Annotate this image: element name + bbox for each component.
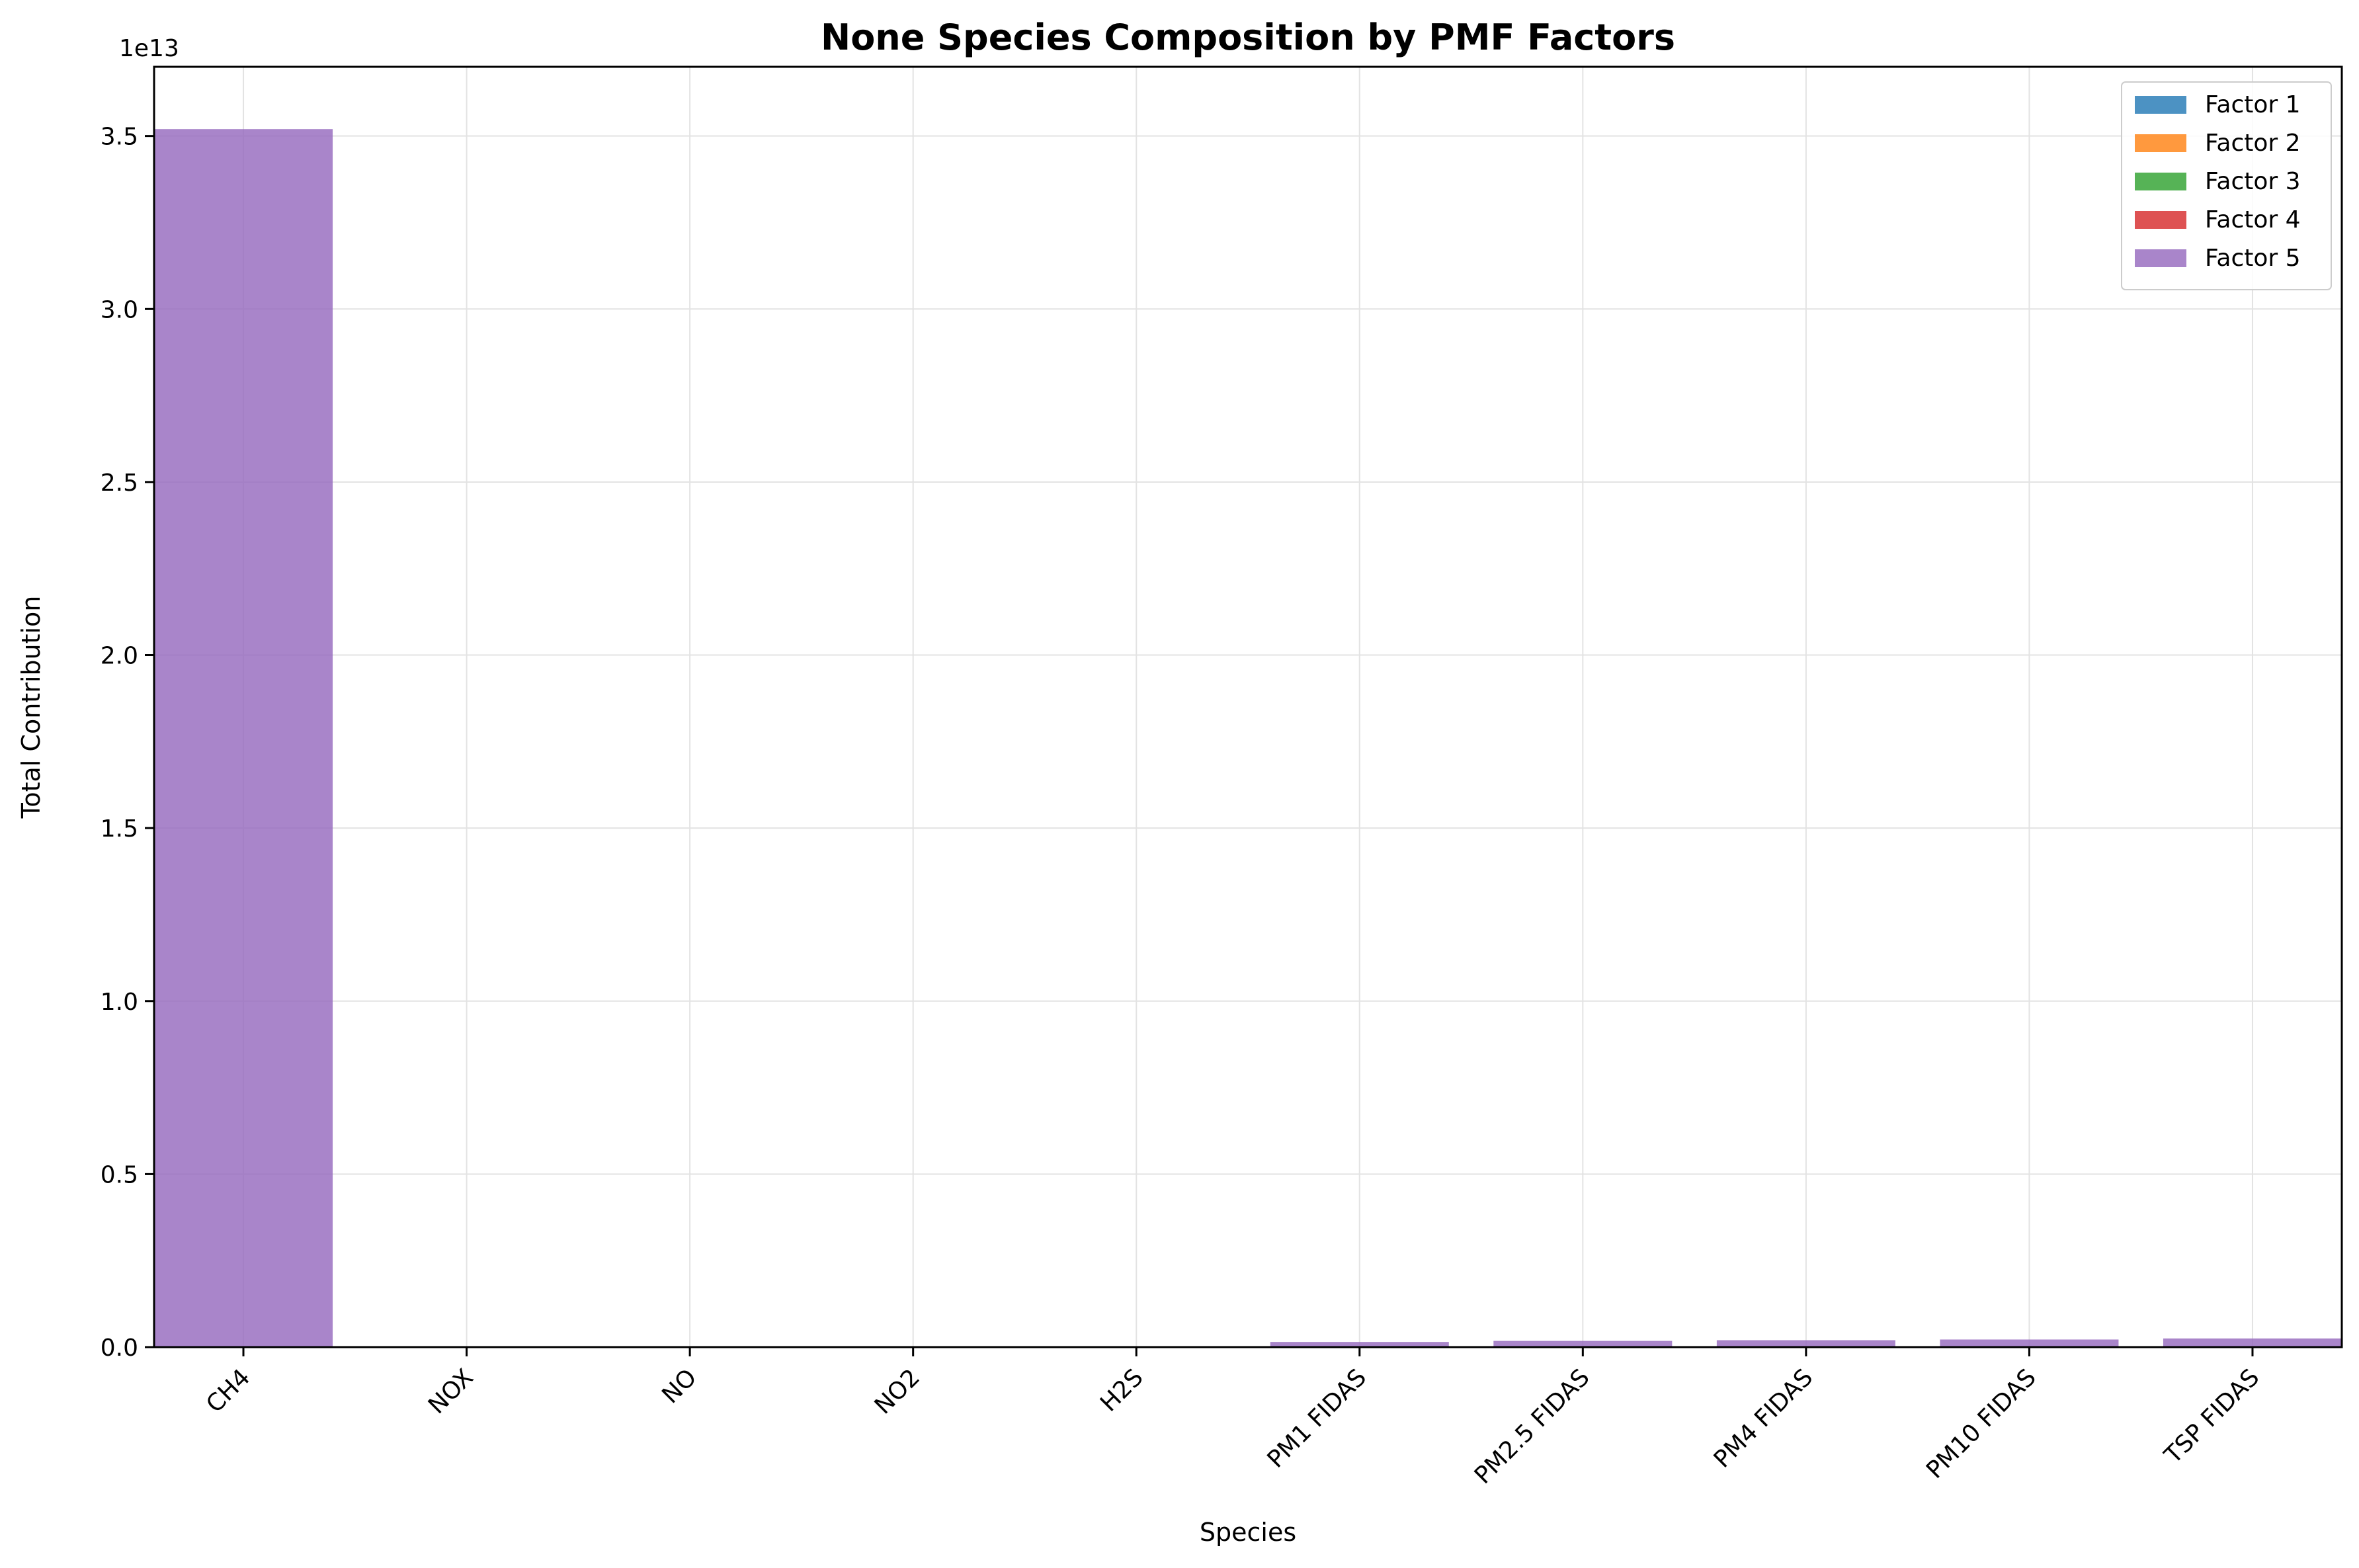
legend-swatch [2135,211,2186,229]
legend-box [2121,81,2332,290]
bars [154,129,2342,1347]
y-tick-label: 0.0 [101,1335,138,1362]
y-tick-label: 2.0 [101,643,138,670]
legend-label: Factor 2 [2205,130,2301,157]
plot-frame [153,65,2343,1348]
legend-swatch [2135,134,2186,152]
y-axis-label: Total Contribution [17,596,46,819]
y-tick-label: 0.5 [101,1161,138,1188]
legend-swatch [2135,249,2186,267]
y-tick-label: 3.5 [101,124,138,151]
bar-segment [2163,1338,2342,1347]
legend-label: Factor 3 [2205,168,2301,195]
legend-label: Factor 5 [2205,245,2301,272]
y-tick-label: 1.0 [101,989,138,1016]
bar-segment [1493,1341,1673,1347]
legend-label: Factor 4 [2205,206,2301,233]
legend-label: Factor 1 [2205,91,2301,118]
grid [154,67,2342,1348]
y-tick-label: 3.0 [101,296,138,323]
bar-segment [1270,1342,1449,1347]
chart-title: None Species Composition by PMF Factors [821,17,1675,58]
bar-segment [154,129,333,1347]
y-axis-offset-label: 1e13 [119,35,179,62]
bar-segment [1716,1340,1895,1347]
y-tick-label: 2.5 [101,470,138,497]
y-axis-ticks: 0.0 0.5 1.0 1.5 2.0 2.5 3.0 3.5 [101,124,154,1362]
legend-swatch [2135,173,2186,190]
x-axis-label: Species [1200,1518,1296,1547]
legend: Factor 1 Factor 2 Factor 3 Factor 4 Factor 5 [2121,81,2332,290]
y-tick-label: 1.5 [101,815,138,843]
legend-swatch [2135,96,2186,114]
bar-segment [1940,1339,2119,1347]
